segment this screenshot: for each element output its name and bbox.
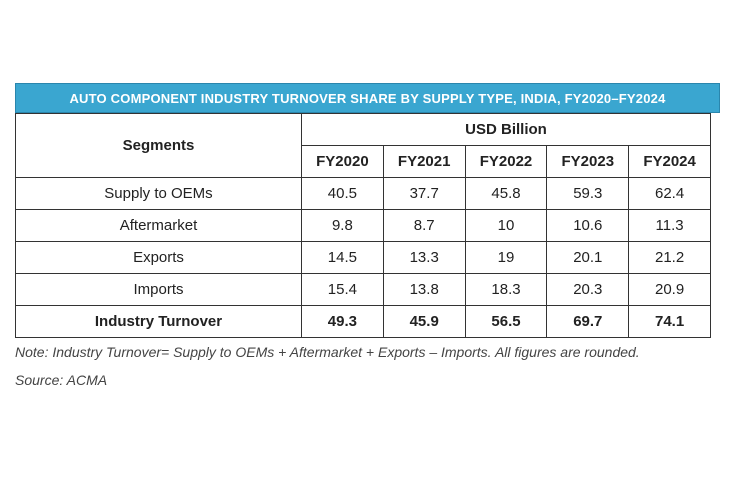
table-row: Aftermarket 9.8 8.7 10 10.6 11.3 (15, 209, 711, 242)
table-cell: 14.5 (301, 241, 384, 274)
table-cell: 20.1 (546, 241, 630, 274)
table-cell: 13.8 (382, 273, 466, 306)
row-label: Supply to OEMs (15, 177, 302, 210)
table-cell: 74.1 (628, 305, 711, 338)
table-cell: 56.5 (464, 305, 548, 338)
table-cell: 13.3 (382, 241, 466, 274)
table-cell: 40.5 (301, 177, 384, 210)
table-cell: 18.3 (464, 273, 548, 306)
table-cell: 9.8 (301, 209, 384, 242)
table-cell: 21.2 (628, 241, 711, 274)
table-cell: 19 (464, 241, 548, 274)
table-cell: 45.9 (382, 305, 466, 338)
table-cell: 10 (464, 209, 548, 242)
row-label: Aftermarket (15, 209, 302, 242)
column-header-fy2024: FY2024 (628, 145, 711, 178)
table-cell: 20.3 (546, 273, 630, 306)
table-cell: 45.8 (464, 177, 548, 210)
table-cell: 62.4 (628, 177, 711, 210)
table-cell: 37.7 (382, 177, 466, 210)
turnover-table: Segments USD Billion FY2020 FY2021 FY2022 F… (15, 113, 711, 338)
table-title: AUTO COMPONENT INDUSTRY TURNOVER SHARE B… (15, 83, 720, 113)
table-cell: 11.3 (628, 209, 711, 242)
column-header-fy2021: FY2021 (382, 145, 466, 178)
row-label: Imports (15, 273, 302, 306)
table-source: Source: ACMA (15, 372, 108, 388)
table-note: Note: Industry Turnover= Supply to OEMs … (15, 344, 640, 360)
table-cell: 10.6 (546, 209, 630, 242)
table-cell: 8.7 (382, 209, 466, 242)
row-label: Exports (15, 241, 302, 274)
turnover-table-container: AUTO COMPONENT INDUSTRY TURNOVER SHARE B… (15, 83, 720, 338)
table-cell: 20.9 (628, 273, 711, 306)
table-cell: 59.3 (546, 177, 630, 210)
table-cell: 15.4 (301, 273, 384, 306)
column-header-fy2020: FY2020 (301, 145, 384, 178)
table-row: Exports 14.5 13.3 19 20.1 21.2 (15, 241, 711, 274)
table-cell: 69.7 (546, 305, 630, 338)
row-label: Industry Turnover (15, 305, 302, 338)
table-row: Supply to OEMs 40.5 37.7 45.8 59.3 62.4 (15, 177, 711, 210)
segments-header: Segments (15, 113, 302, 178)
column-header-fy2022: FY2022 (464, 145, 548, 178)
unit-header: USD Billion (301, 113, 711, 146)
table-row: Industry Turnover 49.3 45.9 56.5 69.7 74.1 (15, 305, 711, 338)
column-header-fy2023: FY2023 (546, 145, 630, 178)
table-cell: 49.3 (301, 305, 384, 338)
table-row: Imports 15.4 13.8 18.3 20.3 20.9 (15, 273, 711, 306)
